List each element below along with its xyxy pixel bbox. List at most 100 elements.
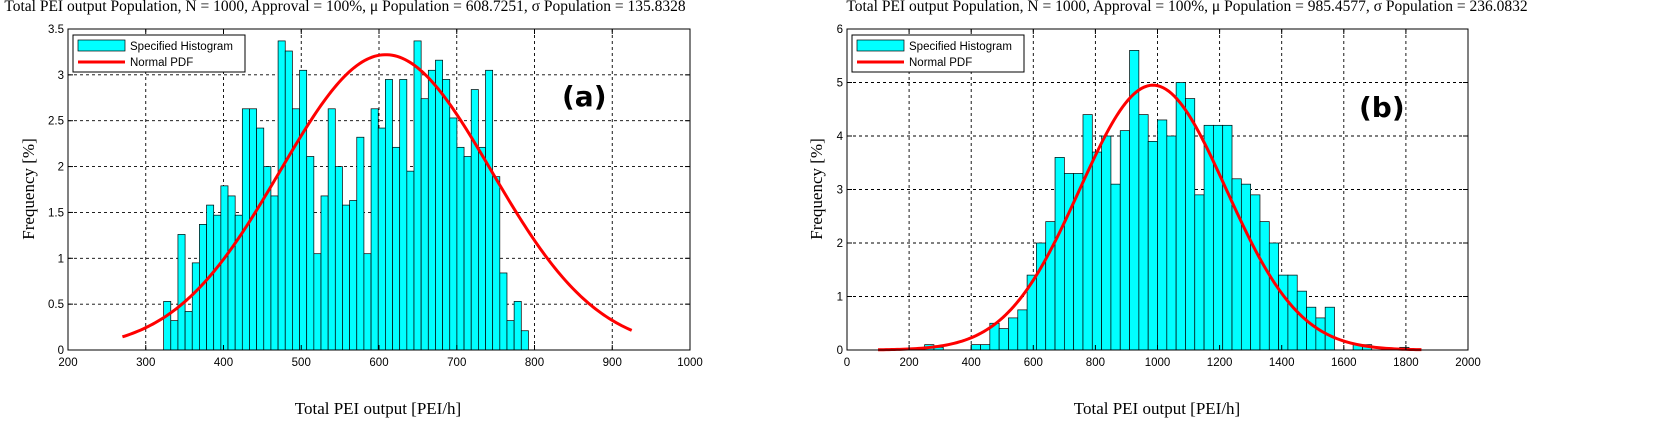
panel-label-a: (a) xyxy=(562,80,607,113)
histogram-bar xyxy=(513,301,522,351)
y-tick-label: 3 xyxy=(837,185,843,197)
histogram-bar xyxy=(1147,141,1158,351)
x-tick-label: 200 xyxy=(900,357,919,369)
y-tick-label: 2 xyxy=(58,162,64,174)
histogram-bar xyxy=(227,195,236,351)
x-tick-label: 1000 xyxy=(1145,357,1171,369)
y-tick-label: 1 xyxy=(837,292,843,304)
histogram-bar xyxy=(284,50,293,351)
histogram-bar xyxy=(256,127,265,351)
histogram-bar xyxy=(249,108,257,351)
x-tick-label: 800 xyxy=(525,357,544,369)
histogram-bar xyxy=(413,40,422,351)
histogram-bar xyxy=(170,320,179,351)
histogram-bar xyxy=(1110,183,1121,351)
x-tick-label: 0 xyxy=(844,357,850,369)
x-tick-label: 500 xyxy=(292,357,311,369)
histogram-bar xyxy=(435,59,443,351)
histogram-bar xyxy=(306,156,315,351)
histogram-bar xyxy=(998,328,1009,351)
x-tick-label: 200 xyxy=(58,357,77,369)
histogram-bar xyxy=(1101,135,1112,351)
legend-label-histogram: Specified Histogram xyxy=(909,41,1012,53)
grid-a xyxy=(68,29,690,350)
x-tick-label: 1000 xyxy=(677,357,703,369)
histogram-bar xyxy=(1054,157,1065,351)
histogram-bars-a xyxy=(163,40,529,351)
x-tick-label: 300 xyxy=(136,357,155,369)
histogram-bar xyxy=(1045,221,1056,351)
histogram-bar xyxy=(442,79,451,351)
y-tick-label: 3 xyxy=(58,70,64,82)
histogram-bar xyxy=(377,127,386,351)
normal-pdf-curve-b xyxy=(878,83,1422,352)
x-tick-label: 600 xyxy=(1024,357,1043,369)
chart-panel-b: Total PEI output Population, N = 1000, A… xyxy=(807,0,1528,418)
histogram-bar xyxy=(478,146,486,351)
x-tick-label: 1400 xyxy=(1269,357,1295,369)
histogram-bar xyxy=(406,170,415,351)
histogram-bar xyxy=(1091,151,1102,351)
histogram-bar xyxy=(449,117,458,351)
histogram-bar xyxy=(213,214,222,351)
x-tick-label: 1200 xyxy=(1207,357,1233,369)
x-tick-label: 800 xyxy=(1086,357,1105,369)
y-axis-label-b: Frequency [%] xyxy=(807,138,826,240)
legend-label-pdf: Normal PDF xyxy=(909,57,972,69)
histogram-bar xyxy=(427,69,436,351)
histogram-bar xyxy=(970,344,981,351)
y-tick-label: 3.5 xyxy=(48,24,64,36)
y-tick-label: 2 xyxy=(837,238,843,250)
histogram-bar xyxy=(1166,135,1177,351)
histogram-bar xyxy=(385,79,393,351)
histogram-bar xyxy=(1008,317,1019,351)
histogram-bar xyxy=(1306,306,1317,351)
histogram-bar xyxy=(356,136,365,351)
x-tick-label: 700 xyxy=(447,357,466,369)
y-tick-label: 0 xyxy=(837,345,843,357)
histogram-bar xyxy=(220,185,229,351)
x-tick-label: 600 xyxy=(369,357,388,369)
chart-panel-a: Total PEI output Population, N = 1000, A… xyxy=(4,0,702,418)
legend-a: Specified Histogram Normal PDF xyxy=(72,34,246,73)
legend-swatch-histogram xyxy=(856,39,905,52)
histogram-bar xyxy=(1278,274,1289,351)
y-tick-label: 1.5 xyxy=(48,207,64,219)
histogram-bar xyxy=(334,166,343,351)
histogram-bar xyxy=(370,108,379,351)
histogram-bar xyxy=(191,262,200,351)
histogram-bar xyxy=(327,108,336,351)
legend-b: Specified Histogram Normal PDF xyxy=(851,34,1025,73)
x-axis-label-b: Total PEI output [PEI/h] xyxy=(1074,399,1240,418)
panel-label-b: (b) xyxy=(1359,91,1405,124)
histogram-bar xyxy=(392,146,401,351)
histogram-bar xyxy=(1157,119,1168,351)
y-axis-label-a: Frequency [%] xyxy=(19,138,38,240)
histogram-bar xyxy=(485,69,494,351)
y-tick-label: 5 xyxy=(837,78,843,90)
y-tick-label: 2.5 xyxy=(48,116,64,128)
histogram-bar xyxy=(420,98,429,351)
histogram-bar xyxy=(1194,194,1205,351)
x-tick-label: 2000 xyxy=(1455,357,1481,369)
x-tick-label: 900 xyxy=(603,357,622,369)
histogram-bar xyxy=(1063,173,1075,351)
normal-pdf-curve-a xyxy=(121,53,633,339)
grid-b xyxy=(847,29,1468,350)
histogram-bar xyxy=(1185,98,1196,351)
histogram-bar xyxy=(313,253,322,351)
histogram-bar xyxy=(1138,114,1149,351)
legend-label-histogram: Specified Histogram xyxy=(130,41,233,53)
histogram-bar xyxy=(1259,221,1270,351)
legend-label-pdf: Normal PDF xyxy=(130,57,193,69)
histogram-bar xyxy=(1268,242,1279,351)
y-tick-label: 1 xyxy=(58,253,64,265)
histogram-bar xyxy=(363,253,372,351)
histogram-bar xyxy=(277,40,286,351)
histogram-bar xyxy=(349,200,358,351)
ticks-b: 0 200 400 600 800 1000 1200 1400 1600 1800 2000 0 1 2… xyxy=(837,24,1481,369)
y-tick-label: 0 xyxy=(58,345,64,357)
histogram-bar xyxy=(1240,183,1251,351)
histogram-bar xyxy=(1287,274,1298,351)
